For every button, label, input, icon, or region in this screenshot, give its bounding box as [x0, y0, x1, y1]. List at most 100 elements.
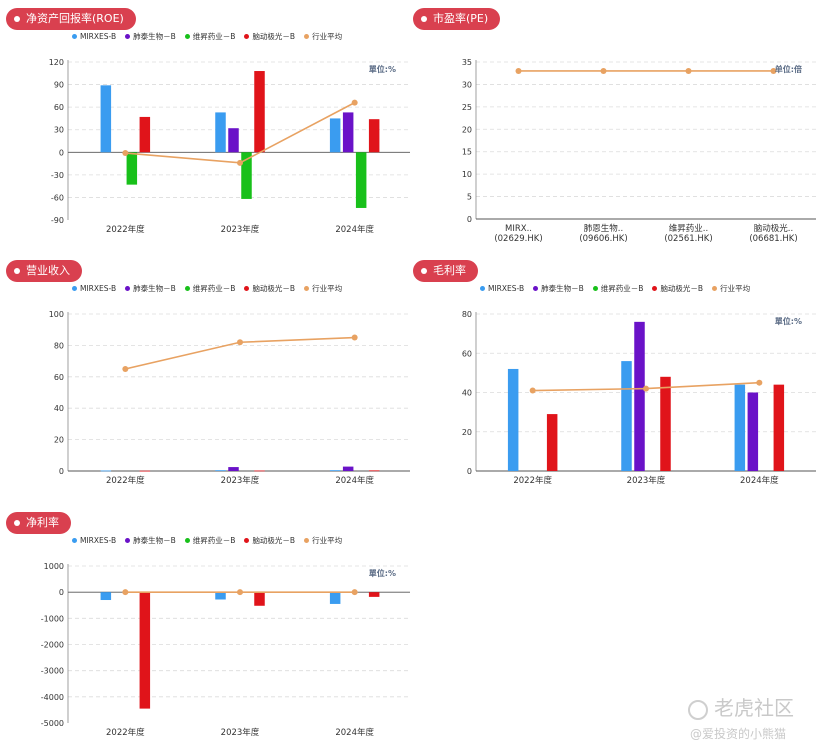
net-average-point	[122, 589, 129, 596]
net-y-tick-label: -2000	[41, 641, 64, 650]
pe-chart-svg: 0 5 10 15 20 25 30 35 MIRX.. (02629.HK) 肺恩生物.. (096…	[462, 58, 816, 244]
roe-legend-item[interactable]: 行业平均	[304, 31, 342, 42]
legend-dot-icon	[480, 285, 485, 291]
pe-x-tick-label: 维昇药业.. (02561.HK)	[664, 223, 712, 244]
net-chart-title: 净利率	[26, 516, 59, 529]
watermark-brand-text: 老虎社区	[714, 696, 794, 720]
roe-y-tick-label: 30	[54, 126, 64, 135]
revenue-legend-item[interactable]: 维昇药业－B	[184, 283, 236, 294]
roe-chart-title-pill: 净资产回报率(ROE)	[6, 8, 136, 30]
gross-legend-item[interactable]: MIRXES-B	[480, 284, 524, 293]
net-legend-item[interactable]: 脑动极光－B	[244, 535, 295, 546]
roe-bar	[241, 152, 252, 199]
legend-label: 脑动极光－B	[252, 32, 296, 41]
net-bar	[215, 592, 226, 600]
legend-label: 维昇药业－B	[192, 284, 236, 293]
legend-label: 行业平均	[720, 284, 751, 293]
legend-label: MIRXES-B	[80, 536, 117, 545]
title-dot-icon	[14, 16, 20, 22]
revenue-x-tick-label: 2024年度	[335, 475, 374, 486]
gross-bar	[546, 414, 558, 471]
legend-label: 维昇药业－B	[600, 284, 644, 293]
net-y-tick-label: -4000	[41, 693, 64, 702]
net-legend-item[interactable]: MIRXES-B	[72, 536, 116, 545]
revenue-bar	[215, 470, 226, 472]
gross-legend-item[interactable]: 维昇药业－B	[592, 283, 644, 294]
roe-y-tick-label: 0	[59, 148, 64, 157]
legend-dot-icon	[184, 285, 190, 291]
roe-x-tick-label: 2024年度	[335, 224, 374, 235]
gross-legend-item[interactable]: 行业平均	[712, 283, 750, 294]
legend-label: 行业平均	[312, 284, 343, 293]
watermark-brand: 老虎社区	[688, 692, 794, 721]
legend-dot-icon	[72, 537, 77, 543]
roe-legend-item[interactable]: MIRXES-B	[72, 32, 116, 41]
gross-chart-legend: MIRXES-B 肺泰生物－B 维昇药业－B 脑动极光－B 行业平均	[480, 283, 759, 294]
legend-dot-icon	[244, 285, 250, 291]
roe-bar	[254, 71, 265, 153]
roe-legend-item[interactable]: 脑动极光－B	[244, 31, 295, 42]
gross-y-tick-label: 40	[462, 389, 472, 398]
legend-label: MIRXES-B	[80, 32, 117, 41]
gross-y-tick-label: 20	[462, 428, 472, 437]
net-y-tick-label: -5000	[41, 719, 64, 728]
net-legend-item[interactable]: 行业平均	[304, 535, 342, 546]
revenue-bar	[342, 466, 354, 471]
legend-dot-icon	[304, 537, 310, 543]
roe-y-tick-label: -30	[51, 171, 64, 180]
gross-bar	[734, 384, 746, 471]
roe-bar	[329, 118, 341, 153]
net-x-tick-label: 2024年度	[335, 727, 374, 738]
net-chart-legend: MIRXES-B 肺泰生物－B 维昇药业－B 脑动极光－B 行业平均	[72, 535, 351, 546]
gross-average-point	[529, 387, 536, 394]
gross-bar	[660, 376, 671, 471]
revenue-legend-item[interactable]: 脑动极光－B	[244, 283, 295, 294]
pe-average-point	[770, 67, 777, 74]
pe-chart-panel: 市盈率(PE) 0 5 10 15 20 25 30 35 MIRX.. (02629.HK) 肺恩…	[410, 0, 817, 250]
roe-legend-item[interactable]: 维昇药业－B	[184, 31, 235, 42]
legend-label: 脑动极光－B	[660, 284, 704, 293]
legend-label: 肺泰生物－B	[541, 284, 584, 293]
gross-chart-title-pill: 毛利率	[413, 260, 478, 282]
revenue-bar	[329, 470, 341, 472]
legend-dot-icon	[125, 33, 131, 39]
net-y-tick-label: 0	[59, 588, 64, 597]
revenue-chart-title-pill: 营业收入	[6, 260, 82, 282]
net-legend-item[interactable]: 维昇药业－B	[184, 535, 235, 546]
revenue-chart-svg: 0 20 40 60 80 100 2022年度 2023年度 2024年度	[49, 310, 410, 486]
revenue-legend-item[interactable]: 肺泰生物－B	[125, 283, 176, 294]
pe-y-tick-label: 5	[467, 193, 472, 202]
net-legend-item[interactable]: 肺泰生物－B	[125, 535, 176, 546]
pe-x-tick-label: 肺恩生物.. (09606.HK)	[579, 223, 627, 244]
pe-y-tick-label: 15	[462, 148, 472, 157]
legend-dot-icon	[652, 285, 658, 291]
gross-unit-label: 單位:%	[775, 316, 802, 326]
legend-dot-icon	[72, 285, 77, 291]
legend-label: MIRXES-B	[80, 284, 117, 293]
roe-bar	[215, 112, 226, 153]
roe-chart-legend: MIRXES-B 肺泰生物－B 维昇药业－B 脑动极光－B 行业平均	[72, 31, 351, 42]
net-bar	[100, 592, 112, 601]
roe-x-tick-label: 2022年度	[106, 224, 145, 235]
net-bar	[254, 592, 265, 606]
net-chart-svg: -5000 -4000 -3000 -2000 -1000 0 1000 2022年度 2023…	[41, 562, 410, 738]
net-chart-title-pill: 净利率	[6, 512, 71, 534]
revenue-legend-item[interactable]: 行业平均	[304, 283, 342, 294]
roe-legend-item[interactable]: 肺泰生物－B	[125, 31, 176, 42]
legend-dot-icon	[712, 285, 718, 291]
gross-bar	[507, 368, 519, 471]
roe-y-tick-label: 90	[54, 81, 64, 90]
pe-chart-title: 市盈率(PE)	[433, 12, 489, 25]
gross-bar	[773, 384, 785, 471]
revenue-legend-item[interactable]: MIRXES-B	[72, 284, 116, 293]
gross-legend-item[interactable]: 肺泰生物－B	[533, 283, 584, 294]
legend-label: 脑动极光－B	[252, 284, 296, 293]
roe-bar	[139, 116, 151, 153]
roe-y-tick-label: 120	[49, 58, 64, 67]
roe-y-tick-label: -90	[51, 216, 64, 225]
gross-bar	[621, 361, 632, 471]
roe-average-point	[351, 99, 358, 106]
net-x-tick-label: 2022年度	[106, 727, 145, 738]
pe-x-tick-label: MIRX.. (02629.HK)	[494, 224, 542, 244]
gross-legend-item[interactable]: 脑动极光－B	[652, 283, 703, 294]
